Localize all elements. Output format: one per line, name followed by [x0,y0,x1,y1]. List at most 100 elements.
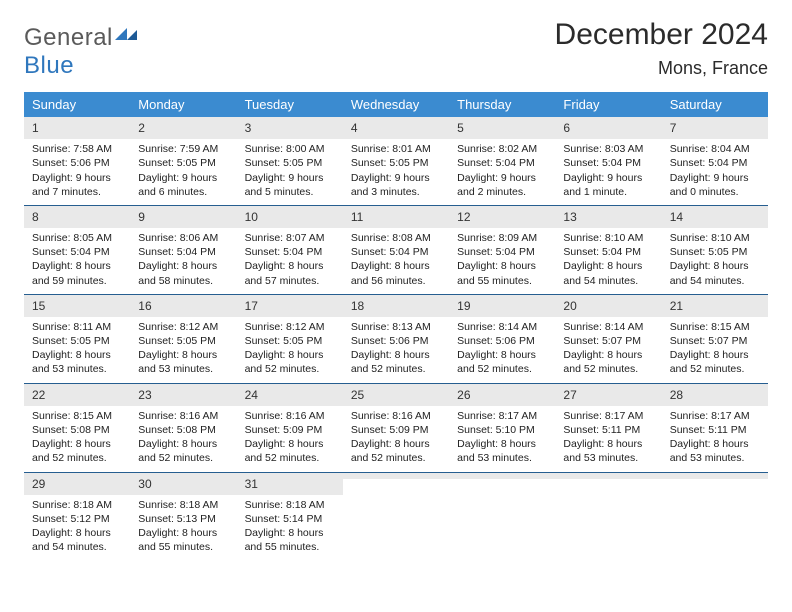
sunrise-text: Sunrise: 8:11 AM [32,320,122,334]
day-cell: 15Sunrise: 8:11 AMSunset: 5:05 PMDayligh… [24,295,130,383]
sunrise-text: Sunrise: 8:17 AM [563,409,653,423]
day-cell: 27Sunrise: 8:17 AMSunset: 5:11 PMDayligh… [555,384,661,472]
day-number: 10 [237,206,343,228]
sunrise-text: Sunrise: 8:09 AM [457,231,547,245]
daylight-text: Daylight: 9 hours and 5 minutes. [245,171,335,199]
day-number: 14 [662,206,768,228]
sunset-text: Sunset: 5:07 PM [563,334,653,348]
sunrise-text: Sunrise: 8:07 AM [245,231,335,245]
day-number: 1 [24,117,130,139]
sunrise-text: Sunrise: 7:58 AM [32,142,122,156]
sunrise-text: Sunrise: 8:14 AM [457,320,547,334]
day-number: 7 [662,117,768,139]
daylight-text: Daylight: 9 hours and 0 minutes. [670,171,760,199]
dow-sunday: Sunday [24,92,130,117]
day-number: 28 [662,384,768,406]
sunset-text: Sunset: 5:05 PM [138,334,228,348]
day-cell: 3Sunrise: 8:00 AMSunset: 5:05 PMDaylight… [237,117,343,205]
day-cell: 8 Sunrise: 8:05 AMSunset: 5:04 PMDaylight… [24,206,130,294]
day-number: 25 [343,384,449,406]
sunrise-text: Sunrise: 8:17 AM [670,409,760,423]
daylight-text: Daylight: 8 hours and 54 minutes. [32,526,122,554]
day-number: 13 [555,206,661,228]
day-cell: 16Sunrise: 8:12 AMSunset: 5:05 PMDayligh… [130,295,236,383]
day-number: 29 [24,473,130,495]
title-month: December 2024 [555,18,768,52]
sunrise-text: Sunrise: 8:13 AM [351,320,441,334]
day-cell-empty [343,473,449,561]
daylight-text: Daylight: 8 hours and 57 minutes. [245,259,335,287]
daylight-text: Daylight: 8 hours and 52 minutes. [563,348,653,376]
daylight-text: Daylight: 8 hours and 52 minutes. [670,348,760,376]
day-cell: 25Sunrise: 8:16 AMSunset: 5:09 PMDayligh… [343,384,449,472]
sunrise-text: Sunrise: 8:16 AM [245,409,335,423]
logo-word1: General [24,24,113,51]
day-cell: 21Sunrise: 8:15 AMSunset: 5:07 PMDayligh… [662,295,768,383]
day-number: 19 [449,295,555,317]
dow-thursday: Thursday [449,92,555,117]
title-location: Mons, France [555,58,768,79]
sunset-text: Sunset: 5:06 PM [32,156,122,170]
sunrise-text: Sunrise: 8:05 AM [32,231,122,245]
sunset-text: Sunset: 5:09 PM [351,423,441,437]
sunrise-text: Sunrise: 8:08 AM [351,231,441,245]
sunset-text: Sunset: 5:04 PM [670,156,760,170]
sunset-text: Sunset: 5:05 PM [351,156,441,170]
sunset-text: Sunset: 5:05 PM [245,334,335,348]
sunset-text: Sunset: 5:05 PM [670,245,760,259]
dow-friday: Friday [555,92,661,117]
sunrise-text: Sunrise: 8:15 AM [32,409,122,423]
sunrise-text: Sunrise: 8:06 AM [138,231,228,245]
day-number: 2 [130,117,236,139]
sunset-text: Sunset: 5:06 PM [351,334,441,348]
sunrise-text: Sunrise: 8:18 AM [32,498,122,512]
daylight-text: Daylight: 8 hours and 53 minutes. [670,437,760,465]
day-cell: 1Sunrise: 7:58 AMSunset: 5:06 PMDaylight… [24,117,130,205]
day-number: 15 [24,295,130,317]
day-cell: 4Sunrise: 8:01 AMSunset: 5:05 PMDaylight… [343,117,449,205]
sunrise-text: Sunrise: 8:02 AM [457,142,547,156]
day-cell: 26Sunrise: 8:17 AMSunset: 5:10 PMDayligh… [449,384,555,472]
day-number: 8 [24,206,130,228]
day-cell: 29Sunrise: 8:18 AMSunset: 5:12 PMDayligh… [24,473,130,561]
sunset-text: Sunset: 5:14 PM [245,512,335,526]
daylight-text: Daylight: 8 hours and 52 minutes. [138,437,228,465]
day-cell: 13Sunrise: 8:10 AMSunset: 5:04 PMDayligh… [555,206,661,294]
sunrise-text: Sunrise: 8:18 AM [245,498,335,512]
sunset-text: Sunset: 5:04 PM [457,245,547,259]
logo-flag-icon [115,26,137,47]
day-cell: 6Sunrise: 8:03 AMSunset: 5:04 PMDaylight… [555,117,661,205]
day-number: 6 [555,117,661,139]
daylight-text: Daylight: 8 hours and 55 minutes. [138,526,228,554]
daylight-text: Daylight: 8 hours and 59 minutes. [32,259,122,287]
sunset-text: Sunset: 5:04 PM [138,245,228,259]
sunrise-text: Sunrise: 8:18 AM [138,498,228,512]
sunset-text: Sunset: 5:08 PM [138,423,228,437]
day-number: 26 [449,384,555,406]
day-number: 27 [555,384,661,406]
sunrise-text: Sunrise: 8:12 AM [245,320,335,334]
day-cell: 14Sunrise: 8:10 AMSunset: 5:05 PMDayligh… [662,206,768,294]
day-number: 21 [662,295,768,317]
daylight-text: Daylight: 8 hours and 52 minutes. [457,348,547,376]
sunset-text: Sunset: 5:04 PM [245,245,335,259]
daylight-text: Daylight: 9 hours and 2 minutes. [457,171,547,199]
sunrise-text: Sunrise: 8:01 AM [351,142,441,156]
day-number: 4 [343,117,449,139]
day-number: 5 [449,117,555,139]
day-cell: 12Sunrise: 8:09 AMSunset: 5:04 PMDayligh… [449,206,555,294]
daylight-text: Daylight: 8 hours and 53 minutes. [32,348,122,376]
sunset-text: Sunset: 5:05 PM [138,156,228,170]
dow-saturday: Saturday [662,92,768,117]
sunset-text: Sunset: 5:04 PM [563,156,653,170]
sunset-text: Sunset: 5:04 PM [563,245,653,259]
daylight-text: Daylight: 8 hours and 54 minutes. [563,259,653,287]
daylight-text: Daylight: 8 hours and 55 minutes. [245,526,335,554]
day-number: 18 [343,295,449,317]
daylight-text: Daylight: 8 hours and 52 minutes. [32,437,122,465]
sunrise-text: Sunrise: 8:00 AM [245,142,335,156]
day-cell: 17Sunrise: 8:12 AMSunset: 5:05 PMDayligh… [237,295,343,383]
sunset-text: Sunset: 5:04 PM [32,245,122,259]
daylight-text: Daylight: 9 hours and 6 minutes. [138,171,228,199]
day-cell: 7Sunrise: 8:04 AMSunset: 5:04 PMDaylight… [662,117,768,205]
